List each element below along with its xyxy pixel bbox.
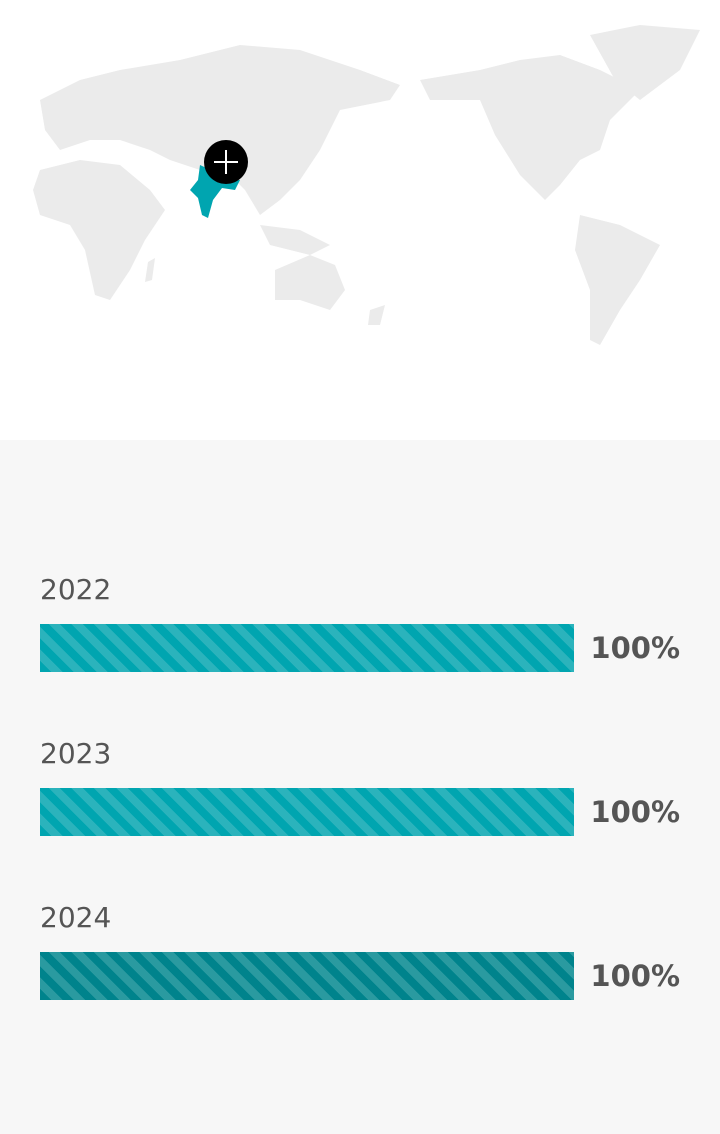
south-america (575, 215, 660, 345)
world-map (0, 0, 720, 440)
percent-label: 100% (590, 959, 680, 993)
progress-bar (40, 952, 575, 1000)
north-america (420, 55, 640, 200)
new-zealand (368, 305, 385, 325)
stat-row-2022: 2022 100% (40, 570, 680, 672)
year-label: 2023 (40, 737, 112, 770)
progress-track (40, 788, 575, 836)
stat-row-2024: 2024 100% (40, 898, 680, 1000)
plus-icon[interactable] (204, 140, 248, 184)
year-label: 2024 (40, 901, 112, 934)
greenland (590, 25, 700, 100)
progress-track (40, 624, 575, 672)
eurasia (40, 45, 400, 215)
progress-bar (40, 624, 575, 672)
stats-section: 2022 100% 2023 100% 2024 100% (0, 440, 720, 1134)
year-label: 2022 (40, 573, 112, 606)
progress-bar (40, 788, 575, 836)
world-map-graphic (33, 25, 700, 345)
stat-row-2023: 2023 100% (40, 734, 680, 836)
australia (275, 255, 345, 310)
india-highlight (190, 165, 240, 218)
percent-label: 100% (590, 795, 680, 829)
progress-track (40, 952, 575, 1000)
africa (33, 160, 165, 300)
se-asia-islands (260, 225, 330, 255)
percent-label: 100% (590, 631, 680, 665)
madagascar (145, 258, 155, 282)
